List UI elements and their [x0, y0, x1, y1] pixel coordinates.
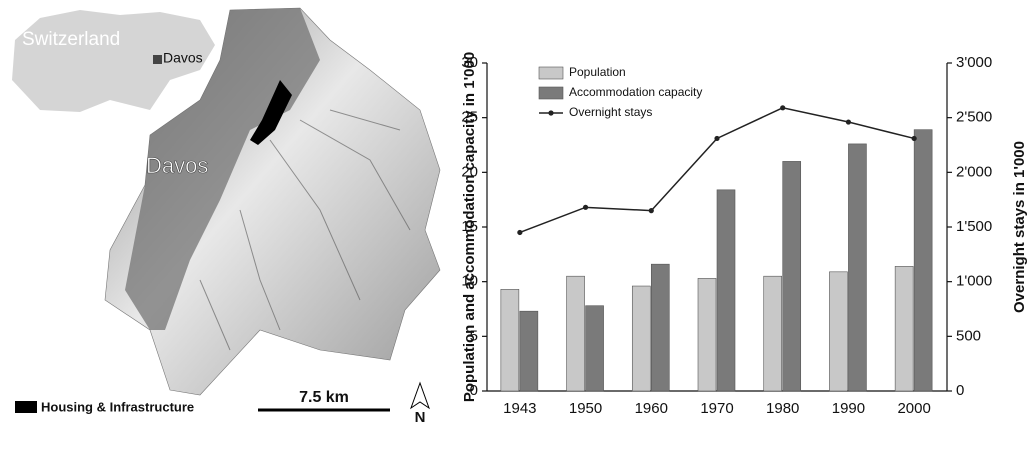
legend-swatch [539, 87, 563, 99]
y-tick-label: 5 [470, 327, 478, 344]
line-point [517, 230, 522, 235]
line-point [649, 208, 654, 213]
x-tick-label: 2000 [897, 400, 930, 417]
x-tick-label: 1960 [635, 400, 668, 417]
y2-tick-label: 1'500 [956, 218, 992, 235]
y-tick-label: 20 [461, 163, 478, 180]
bar [895, 266, 913, 391]
country-label: Switzerland [22, 29, 120, 50]
bar [586, 306, 604, 391]
y2-tick-label: 2'500 [956, 109, 992, 126]
bar [783, 161, 801, 391]
bar [501, 289, 519, 391]
scale-label: 7.5 km [299, 389, 349, 406]
line-point [912, 136, 917, 141]
map: Switzerland Davos Davos Housing & Infras… [12, 8, 440, 426]
legend-label: Accommodation capacity [569, 85, 702, 99]
line-point [780, 105, 785, 110]
legend-swatch [539, 67, 563, 79]
line-point [714, 136, 719, 141]
x-tick-label: 1970 [700, 400, 733, 417]
y2-tick-label: 3'000 [956, 54, 992, 71]
legend-swatch [15, 401, 37, 413]
y2-axis-title: Overnight stays in 1'000 [1011, 141, 1028, 313]
bar [914, 130, 932, 391]
town-marker [153, 55, 162, 64]
bar [848, 144, 866, 391]
legend-text: Housing & Infrastructure [41, 399, 194, 414]
bar [764, 276, 782, 391]
x-tick-label: 1990 [832, 400, 865, 417]
y-tick-label: 30 [461, 54, 478, 71]
bar [698, 278, 716, 391]
bar [651, 264, 669, 391]
x-tick-label: 1943 [503, 400, 536, 417]
bar [632, 286, 650, 391]
y2-tick-label: 2'000 [956, 163, 992, 180]
y2-tick-label: 0 [956, 382, 964, 399]
town-marker-label: Davos [163, 50, 203, 66]
y2-tick-label: 500 [956, 327, 981, 344]
y-tick-label: 25 [461, 109, 478, 126]
bar [520, 311, 538, 391]
y-tick-label: 15 [461, 218, 478, 235]
legend-label: Overnight stays [569, 105, 652, 119]
bar [567, 276, 585, 391]
bar [829, 272, 847, 391]
town-label: Davos [146, 153, 208, 178]
line-point [846, 119, 851, 124]
y-tick-label: 10 [461, 273, 478, 290]
bar [717, 190, 735, 391]
legend-point [548, 110, 553, 115]
x-tick-label: 1950 [569, 400, 602, 417]
line-point [583, 205, 588, 210]
north-label: N [415, 409, 426, 426]
legend-label: Population [569, 65, 626, 79]
figure: Switzerland Davos Davos Housing & Infras… [0, 0, 1031, 450]
north-arrow [411, 383, 429, 408]
y-tick-label: 0 [470, 382, 478, 399]
x-tick-label: 1980 [766, 400, 799, 417]
y2-tick-label: 1'000 [956, 273, 992, 290]
